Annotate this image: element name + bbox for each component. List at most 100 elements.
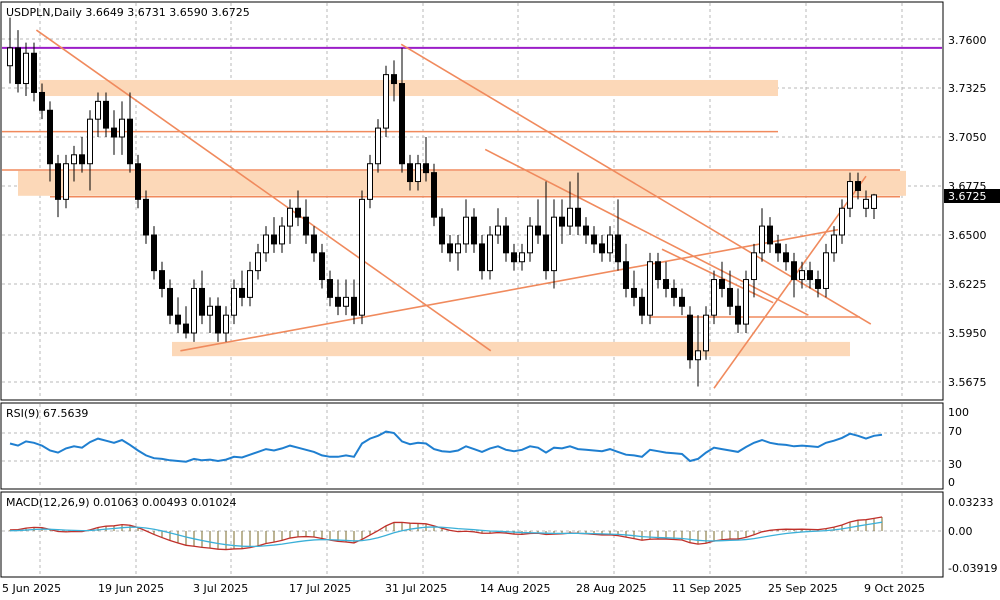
- candle-body: [615, 234, 621, 263]
- candle-body: [135, 163, 141, 200]
- candle-body: [727, 287, 733, 307]
- candle-body: [343, 296, 349, 307]
- candle-body: [383, 74, 389, 129]
- candle-body: [823, 252, 829, 289]
- candle-body: [167, 287, 173, 316]
- symbol-info: USDPLN,Daily 3.6649 3.6731 3.6590 3.6725: [6, 6, 250, 19]
- macd-level: 0.00: [948, 525, 973, 538]
- price-zone: [18, 170, 906, 196]
- candle-body: [439, 216, 445, 245]
- candle-body: [855, 181, 861, 191]
- candle-body: [239, 287, 245, 298]
- candle-body: [143, 198, 149, 236]
- date-tick: 25 Sep 2025: [768, 582, 838, 595]
- date-tick: 14 Aug 2025: [480, 582, 550, 595]
- candle-body: [871, 194, 877, 209]
- macd-main-line: [9, 516, 883, 551]
- candle-body: [47, 109, 53, 165]
- candle-body: [799, 270, 805, 281]
- macd-axis: 0.03233 0.00 -0.03919: [948, 496, 997, 575]
- price-tick: 3.7050: [948, 131, 987, 144]
- current-price-label: 3.6725: [948, 190, 987, 203]
- date-axis: 5 Jun 2025 19 Jun 2025 3 Jul 2025 17 Jul…: [2, 582, 925, 595]
- candle-body: [95, 100, 101, 120]
- candle-body: [103, 100, 109, 129]
- candle-body: [839, 207, 845, 236]
- price-tick: 3.6500: [948, 229, 987, 242]
- macd-panel-frame: [0, 491, 944, 578]
- candle-body: [271, 234, 277, 245]
- rsi-label: RSI(9) 67.5639: [6, 407, 88, 420]
- candle-body: [535, 225, 541, 236]
- candle-body: [423, 163, 429, 174]
- rsi-panel-frame: [0, 402, 944, 490]
- candle-body: [431, 172, 437, 218]
- candle-body: [159, 270, 165, 289]
- candle-body: [783, 252, 789, 263]
- date-tick: 5 Jun 2025: [2, 582, 61, 595]
- candle-body: [479, 243, 485, 272]
- candle-body: [815, 279, 821, 289]
- candle-body: [415, 163, 421, 183]
- candle-body: [847, 181, 853, 209]
- price-tick: 3.7325: [948, 82, 987, 95]
- candle-body: [583, 225, 589, 236]
- candle-body: [863, 198, 869, 209]
- candle-body: [503, 225, 509, 254]
- price-tick: 3.5950: [948, 327, 987, 340]
- candle-body: [447, 243, 453, 254]
- rsi-level: 30: [948, 458, 962, 471]
- candlestick-series: [7, 17, 877, 387]
- macd-signal-line: [9, 521, 883, 548]
- candle-body: [199, 287, 205, 316]
- candle-body: [703, 314, 709, 352]
- candle-body: [39, 91, 45, 111]
- candle-body: [111, 127, 117, 138]
- candle-body: [399, 83, 405, 165]
- candle-body: [487, 234, 493, 272]
- date-tick: 9 Oct 2025: [864, 582, 925, 595]
- candle-body: [807, 270, 813, 281]
- candle-body: [367, 163, 373, 200]
- candle-body: [463, 216, 469, 245]
- candle-body: [599, 243, 605, 254]
- candle-body: [255, 252, 261, 272]
- candle-body: [695, 350, 701, 361]
- candle-body: [351, 296, 357, 316]
- candle-body: [551, 216, 557, 272]
- candle-body: [711, 279, 717, 316]
- candle-body: [63, 163, 69, 200]
- candle-body: [543, 234, 549, 272]
- rsi-line: [9, 430, 883, 463]
- candle-body: [247, 270, 253, 298]
- rsi-level: 70: [948, 425, 962, 438]
- date-tick: 31 Jul 2025: [385, 582, 447, 595]
- candle-body: [743, 279, 749, 325]
- candle-body: [23, 52, 29, 85]
- candle-body: [575, 207, 581, 227]
- candle-body: [679, 296, 685, 307]
- current-price-box: [944, 189, 1000, 203]
- candle-body: [303, 216, 309, 236]
- candle-body: [79, 154, 85, 165]
- candle-body: [391, 74, 397, 85]
- date-tick: 11 Sep 2025: [672, 582, 742, 595]
- candle-body: [751, 252, 757, 281]
- candle-body: [671, 287, 677, 298]
- candle-body: [31, 52, 37, 93]
- candle-body: [127, 118, 133, 165]
- candle-body: [87, 118, 93, 165]
- macd-label: MACD(12,26,9) 0.01063 0.00493 0.01024: [6, 496, 237, 509]
- candle-body: [15, 47, 21, 85]
- support-resistance-zones: [18, 79, 906, 357]
- candle-body: [591, 234, 597, 245]
- candle-body: [687, 314, 693, 361]
- candle-body: [223, 314, 229, 334]
- candle-body: [151, 234, 157, 272]
- rsi-axis: 100 70 30 0: [948, 406, 969, 489]
- rsi-indicator: [2, 430, 942, 463]
- candle-body: [359, 198, 365, 316]
- macd-level: -0.03919: [948, 562, 997, 575]
